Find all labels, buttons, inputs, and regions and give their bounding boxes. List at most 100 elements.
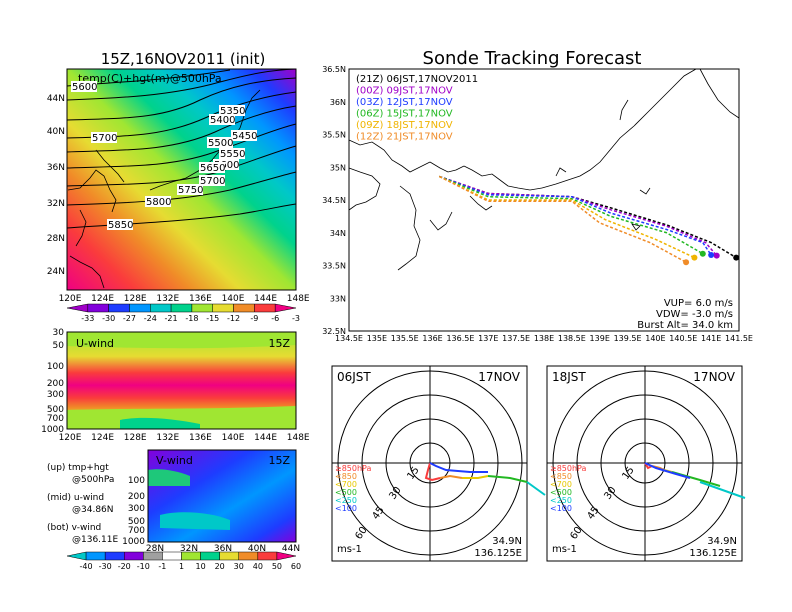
colorbar-label: 20 [215, 562, 225, 571]
lon-axis-labels: 120E 124E 128E 132E 136E 140E 144E 148E [59, 294, 310, 304]
uwind-label: U-wind [76, 337, 114, 350]
lon-tick-label: 132E [156, 294, 179, 304]
lat-tick-label: 44N [47, 94, 65, 104]
track-line [439, 175, 718, 257]
lon-tick-label: 141E [701, 334, 721, 343]
landing-point [699, 250, 706, 257]
level-legend-entry: <100 [335, 504, 357, 513]
uwind-time: 15Z [268, 337, 290, 350]
lat-tick-label: 36N [214, 544, 232, 554]
colorbar-label: 10 [195, 562, 205, 571]
lon-tick-label: 120E [59, 294, 82, 304]
lon-tick-label: 128E [124, 433, 147, 443]
contour-label-bg [107, 219, 133, 230]
contour-label: 5850 [108, 220, 133, 231]
lon-tick-label: 137E [478, 334, 498, 343]
colorbar-swatch [66, 303, 89, 313]
hodo-pm-date: 17NOV [693, 370, 735, 384]
colorbar-swatch [274, 303, 297, 313]
colorbar-label: -40 [80, 562, 93, 571]
level-legend-entry: <850 [335, 472, 357, 481]
colorbar-swatch [87, 303, 109, 313]
track-line [438, 175, 695, 259]
uwind-lon-labels: 120E 124E 128E 132E 136E 140E 144E 148E [59, 433, 310, 443]
lat-tick-label: 32.5N [322, 327, 346, 336]
lon-tick-label: 136E [189, 433, 212, 443]
track-legend-entry: (09Z) 18JST,17NOV [356, 120, 453, 131]
lon-tick-label: 137.5E [502, 334, 530, 343]
contour-label: 5750 [178, 185, 203, 196]
hodograph-06jst: 06JST 17NOV 15 30 45 60 ≥850hPa<850<700<… [331, 365, 546, 562]
colorbar-swatch [238, 551, 259, 561]
contour-label-bg [213, 159, 239, 170]
param-vdw: VDW= -3.0 m/s [656, 309, 733, 320]
lon-tick-label: 124E [91, 294, 114, 304]
pressure-tick-label: 1000 [41, 425, 64, 435]
lat-tick-label: 35.5N [322, 131, 346, 140]
level-legend-entry: ≥850hPa [550, 464, 587, 473]
contour-label-bg [219, 105, 245, 116]
colorbar-label: -15 [206, 314, 219, 323]
level-legend-entry: <700 [335, 480, 357, 489]
pressure-tick-label: 200 [47, 379, 64, 389]
colorbar-swatch [233, 303, 255, 313]
vwind-lat-labels: 28N 32N 36N 40N 44N [146, 544, 300, 554]
colorbar-swatch [129, 303, 151, 313]
track-coastline [348, 68, 740, 271]
hodo-pm-trace-100 [644, 462, 691, 479]
pressure-tick-label: 300 [128, 504, 145, 514]
lat-tick-label: 32N [180, 544, 198, 554]
contour-label: 5350 [220, 106, 245, 117]
pressure-tick-label: 500 [47, 405, 64, 415]
lon-tick-label: 140E [222, 294, 245, 304]
lon-tick-label: 136.5E [446, 334, 474, 343]
param-vup: VUP= 6.0 m/s [664, 298, 733, 309]
note-mid2: @34.86N [72, 505, 114, 515]
vwind-label: V-wind [156, 454, 193, 467]
contour-label: 5800 [146, 197, 171, 208]
note-mid: (mid) u-wind [47, 493, 104, 503]
colorbar-swatch [191, 303, 213, 313]
lat-tick-label: 34.5N [322, 196, 346, 205]
colorbar-label: 1 [179, 562, 184, 571]
colorbar-swatch [212, 303, 234, 313]
level-legend-entry: <250 [550, 496, 572, 505]
colorbar-swatch [181, 551, 201, 561]
lon-tick-label: 135.5E [391, 334, 419, 343]
lat-tick-label: 32N [47, 199, 65, 209]
hodo-pm-lat: 34.9N [707, 536, 737, 547]
colorbar-label: -18 [185, 314, 198, 323]
lon-tick-label: 148E [287, 294, 310, 304]
lon-tick-label: 134.5E [335, 334, 363, 343]
hodo-pm-label: 18JST [552, 370, 586, 384]
pressure-tick-label: 500 [128, 517, 145, 527]
contour-label-bg [177, 184, 203, 195]
hodo-am-trace-500 [487, 475, 528, 483]
lat-tick-label: 33N [330, 294, 346, 303]
lat-tick-label: 36.5N [322, 65, 346, 74]
contour-label-bg [199, 162, 225, 173]
lon-tick-label: 138E [534, 334, 554, 343]
map-500-label: temp(C)+hgt(m)@500hPa [78, 72, 222, 85]
colorbar-swatch [143, 551, 163, 561]
contour-label: 5600 [72, 82, 97, 93]
lon-tick-label: 140E [645, 334, 665, 343]
colorbar-swatch [150, 303, 172, 313]
track-line [438, 175, 687, 263]
colorbar-label: -30 [102, 314, 115, 323]
hodo-am-label: 06JST [337, 370, 371, 384]
colorbar-swatch [124, 551, 144, 561]
hodo-pm-unit: ms-1 [552, 544, 577, 555]
level-legend-entry: <500 [550, 488, 572, 497]
lat-tick-label: 28N [146, 544, 164, 554]
lon-tick-label: 140E [222, 433, 245, 443]
lon-tick-label: 132E [156, 433, 179, 443]
hodo-am-trace-850 [439, 474, 463, 479]
colorbar-swatch [257, 551, 278, 561]
lon-tick-label: 120E [59, 433, 82, 443]
colorbar-label: -21 [165, 314, 178, 323]
colorbar-label: -24 [144, 314, 157, 323]
colorbar-label: -27 [123, 314, 136, 323]
track-line [438, 175, 712, 256]
landing-point [713, 252, 720, 259]
